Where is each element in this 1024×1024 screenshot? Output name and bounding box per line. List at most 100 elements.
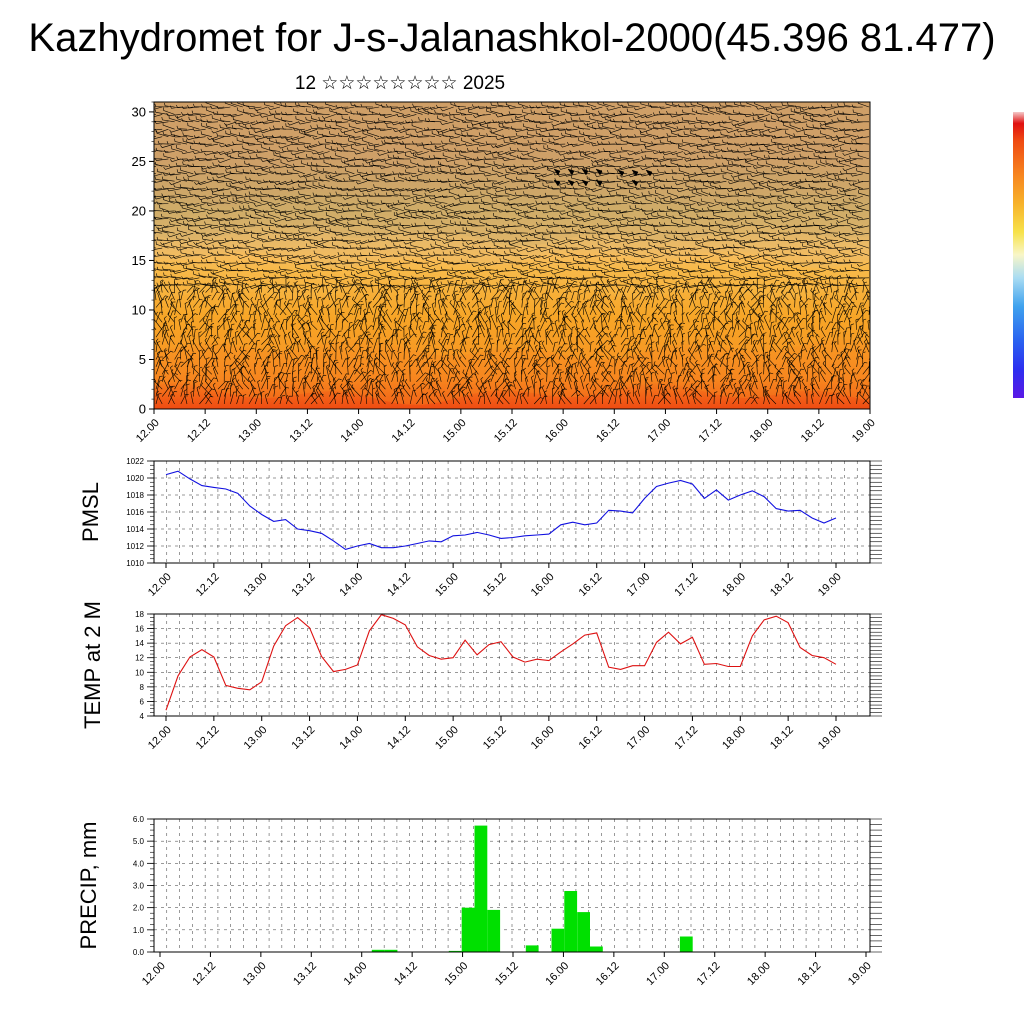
- xs-x-tick-label: 14.00: [338, 417, 366, 445]
- precip-bar: [448, 950, 462, 952]
- xs-y-tick-label: 30: [132, 104, 146, 119]
- xs-x-tick-label: 19.00: [850, 417, 878, 445]
- temp-frame: [153, 613, 871, 717]
- temp-panel-x-tick-label: 14.12: [385, 724, 413, 752]
- precip-panel-y-tick-label: 0.0: [133, 948, 145, 957]
- temp-panel-x-tick-label: 14.00: [337, 724, 365, 752]
- temp-panel-y-tick-label: 8: [140, 683, 145, 692]
- pmsl-frame: [153, 460, 871, 564]
- pmsl-panel-x-tick-label: 15.00: [433, 571, 461, 599]
- precip-panel-y-tick-label: 6.0: [133, 815, 145, 824]
- temp-panel-x-tick-label: 15.12: [481, 724, 509, 752]
- xs-x-tick-label: 13.00: [236, 417, 264, 445]
- pmsl-panel-x-tick-label: 16.00: [529, 571, 557, 599]
- xs-y-tick-label: 0: [139, 402, 146, 417]
- pmsl-panel-y-tick-label: 1014: [126, 525, 144, 534]
- precip-panel-y-axis-label: PRECIP, mm: [76, 822, 101, 950]
- colorbar: [1013, 112, 1024, 398]
- xs-x-tick-label: 16.12: [594, 417, 622, 445]
- temp-panel: 4 6 8 10 12 14 16 18 12.00 12.12 13.00 13.12 14.00 14…: [80, 601, 882, 752]
- pmsl-panel-x-tick-label: 18.00: [720, 571, 748, 599]
- precip-panel-x-tick-label: 15.12: [493, 960, 521, 988]
- wind-flag: [553, 179, 561, 187]
- xs-y-tick-label: 25: [132, 154, 146, 169]
- precip-panel-y-tick-label: 5.0: [133, 837, 145, 846]
- precip-frame: [153, 818, 871, 953]
- temp-panel-x-tick-label: 18.00: [720, 724, 748, 752]
- temp-series-line: [165, 614, 837, 711]
- temp-panel-x-tick-label: 12.12: [194, 724, 222, 752]
- xs-y-tick-label: 5: [139, 352, 146, 367]
- precip-panel-x-tick-label: 12.12: [190, 960, 218, 988]
- precip-panel-x-tick-label: 13.00: [241, 960, 269, 988]
- pmsl-panel-y-tick-label: 1012: [126, 542, 144, 551]
- wind-flag: [631, 179, 639, 187]
- cross-section-panel: 0 5 10 15 20 25 30 12.00 12.12 13.00 13.12 14.00 14.…: [132, 101, 878, 445]
- precip-bar: [487, 909, 501, 952]
- pmsl-panel-x-tick-label: 14.00: [337, 571, 365, 599]
- xs-y-tick-label: 15: [132, 253, 146, 268]
- temp-panel-x-tick-label: 15.00: [433, 724, 461, 752]
- precip-bar: [564, 891, 578, 952]
- precip-panel-y-tick-label: 1.0: [133, 926, 145, 935]
- xs-x-tick-label: 15.12: [492, 417, 520, 445]
- wind-flag: [645, 169, 653, 177]
- xs-x-tick-label: 14.12: [390, 417, 418, 445]
- xs-y-tick-label: 10: [132, 302, 146, 317]
- pmsl-panel-y-axis-label: PMSL: [78, 482, 103, 542]
- temp-panel-x-tick-label: 18.12: [768, 724, 796, 752]
- precip-panel-x-tick-label: 12.00: [140, 960, 168, 988]
- precip-panel-y-tick-label: 3.0: [133, 882, 145, 891]
- precip-bar: [384, 949, 398, 952]
- precip-bar: [525, 945, 539, 952]
- pmsl-panel-x-tick-label: 17.12: [672, 571, 700, 599]
- pmsl-panel-y-tick-label: 1018: [126, 491, 144, 500]
- wind-flag: [567, 168, 575, 176]
- xs-x-tick-label: 13.12: [287, 417, 315, 445]
- pmsl-panel-y-tick-label: 1022: [126, 457, 144, 466]
- wind-flag: [581, 168, 589, 176]
- xs-y-tick-label: 20: [132, 203, 146, 218]
- temp-panel-x-tick-label: 16.12: [577, 724, 605, 752]
- precip-panel-x-tick-label: 15.00: [442, 960, 470, 988]
- temp-panel-x-tick-label: 17.12: [672, 724, 700, 752]
- pmsl-panel-x-tick-label: 18.12: [768, 571, 796, 599]
- precip-panel-x-tick-label: 17.12: [695, 960, 723, 988]
- wind-barbs: [154, 102, 870, 405]
- pmsl-panel-x-tick-label: 13.12: [289, 571, 317, 599]
- precip-bar: [577, 912, 590, 952]
- pmsl-panel-x-tick-label: 15.12: [481, 571, 509, 599]
- precip-panel-x-tick-label: 16.00: [543, 960, 571, 988]
- temp-panel-x-tick-label: 16.00: [529, 724, 557, 752]
- xs-x-tick-label: 16.00: [543, 417, 571, 445]
- precip-bar: [474, 825, 488, 952]
- xs-x-tick-label: 12.12: [185, 417, 213, 445]
- wind-flag: [617, 169, 625, 177]
- pmsl-panel-y-tick-label: 1016: [126, 508, 144, 517]
- precip-bar: [371, 949, 385, 952]
- chart-title: Kazhydromet for J-s-Jalanashkol-2000(45.…: [28, 16, 996, 60]
- wind-flag: [581, 179, 589, 187]
- wind-flag: [631, 169, 639, 177]
- precip-panel-x-tick-label: 14.00: [342, 960, 370, 988]
- temp-panel-y-tick-label: 12: [135, 654, 144, 663]
- pmsl-panel-y-tick-label: 1010: [126, 559, 144, 568]
- pmsl-panel-x-tick-label: 16.12: [577, 571, 605, 599]
- precip-bar: [679, 936, 693, 952]
- precip-panel-x-tick-label: 16.12: [594, 960, 622, 988]
- precip-panel-y-tick-label: 2.0: [133, 904, 145, 913]
- wind-flag: [567, 179, 575, 187]
- precip-panel-x-tick-label: 14.12: [392, 960, 420, 988]
- pmsl-panel: 1010 1012 1014 1016 1018 1020 1022 12.00 12.12 13…: [78, 457, 882, 599]
- xs-x-tick-label: 17.00: [645, 417, 673, 445]
- wind-flag: [595, 168, 603, 176]
- precip-panel-x-tick-label: 17.00: [644, 960, 672, 988]
- precip-panel: 0.0 1.0 2.0 3.0 4.0 5.0 6.0 12.00 12.12 13.00 13.1…: [76, 815, 882, 988]
- temp-panel-y-axis-label: TEMP at 2 M: [80, 601, 105, 729]
- temp-panel-x-tick-label: 13.12: [289, 724, 317, 752]
- chart-subtitle: 12 ☆☆☆☆☆☆☆☆ 2025: [294, 73, 506, 94]
- xs-x-tick-label: 18.12: [799, 417, 827, 445]
- xs-x-tick-label: 15.00: [441, 417, 469, 445]
- temp-panel-y-tick-label: 14: [135, 639, 144, 648]
